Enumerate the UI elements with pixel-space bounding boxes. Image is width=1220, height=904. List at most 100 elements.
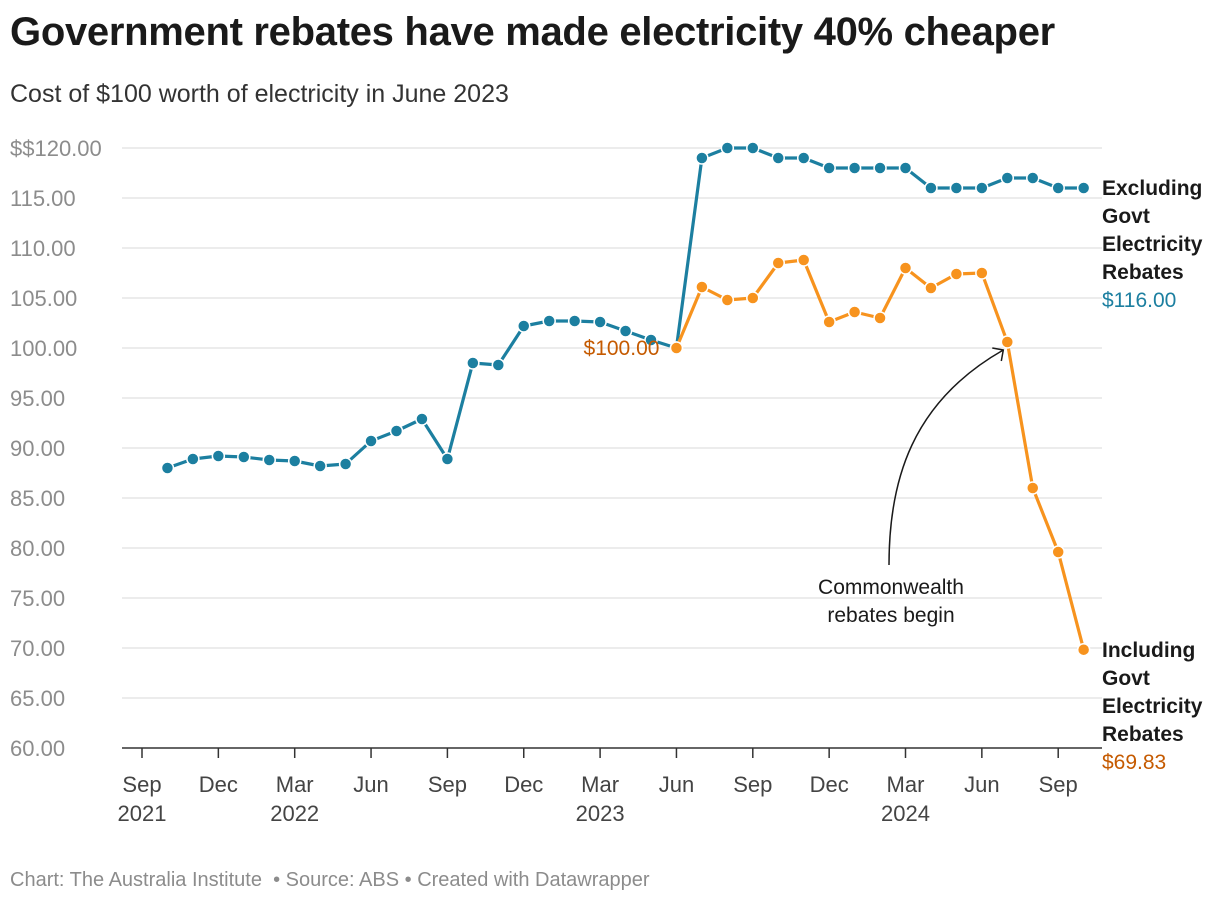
annotation-text: rebates begin (827, 604, 954, 627)
data-point (746, 141, 760, 155)
series-name-line: Including (1102, 639, 1195, 662)
data-point (211, 449, 226, 463)
series-name-line: Excluding (1102, 177, 1202, 200)
rebates-annotation: Commonwealth rebates begin (818, 347, 1005, 627)
data-point (618, 324, 633, 338)
annotation-arrow (888, 349, 1004, 566)
data-point (389, 424, 404, 438)
data-point (415, 412, 429, 426)
data-point (669, 341, 684, 355)
data-point (822, 161, 836, 175)
data-point (440, 452, 455, 466)
series-name-line: Electricity (1102, 233, 1203, 256)
data-point (160, 461, 175, 475)
data-point (593, 315, 607, 329)
data-point (771, 256, 785, 270)
x-tick-year: 2022 (270, 801, 319, 826)
data-point (1026, 171, 1040, 185)
annotation-text: Commonwealth (818, 576, 964, 599)
series-end-value: $69.83 (1102, 751, 1166, 774)
data-point (186, 452, 200, 466)
data-point (822, 315, 836, 329)
data-point (975, 181, 989, 195)
data-point (491, 358, 506, 372)
footer-source: Source: ABS (285, 869, 400, 891)
series-name-line: Rebates (1102, 723, 1184, 746)
data-point (1051, 181, 1065, 195)
data-point (898, 161, 913, 175)
data-point (1076, 642, 1091, 657)
x-tick-label: Sep (1039, 772, 1078, 797)
series-name-line: Govt (1102, 667, 1150, 690)
data-point (847, 305, 862, 319)
line-chart: $$120.00 115.00 110.00 105.00 100.00 95.00 90.… (10, 136, 1203, 826)
x-tick-label: Dec (504, 772, 543, 797)
chart-title: Government rebates have made electricity… (10, 10, 1055, 54)
x-tick-label: Jun (659, 772, 694, 797)
baseline-value-label: $100.00 (584, 337, 660, 360)
footer-credit: Chart: The Australia Institute (10, 869, 262, 891)
data-point (898, 261, 913, 275)
series-including-rebates-label: Including Govt Electricity Rebates $69.83 (1102, 639, 1203, 774)
data-point (1051, 545, 1065, 559)
data-point (567, 314, 582, 328)
x-tick-label: Jun (353, 772, 388, 797)
data-point (313, 459, 327, 473)
y-tick-label: 100.00 (10, 336, 77, 361)
data-point (873, 161, 887, 175)
series-name-line: Rebates (1102, 261, 1184, 284)
data-point (746, 291, 760, 305)
y-tick-label: $$120.00 (10, 136, 102, 161)
x-tick-label: Sep (428, 772, 467, 797)
data-point (466, 356, 480, 370)
x-tick-label: Jun (964, 772, 999, 797)
x-tick-label: Mar (887, 772, 925, 797)
x-tick-label: Mar (581, 772, 619, 797)
y-tick-label: 80.00 (10, 536, 65, 561)
y-tick-label: 75.00 (10, 586, 65, 611)
x-tick-label: Dec (199, 772, 238, 797)
data-point (287, 454, 302, 468)
x-tick-label: Mar (276, 772, 314, 797)
data-point (796, 253, 811, 267)
data-point (1026, 481, 1040, 495)
data-point (771, 151, 785, 165)
series-lines (160, 141, 1091, 657)
data-point (542, 314, 556, 328)
data-point (796, 151, 811, 165)
footer: Chart: The Australia Institute • Source:… (10, 869, 650, 891)
series-name-line: Electricity (1102, 695, 1203, 718)
series-name-line: Govt (1102, 205, 1150, 228)
x-tick-label: Sep (733, 772, 772, 797)
series-end-value: $116.00 (1102, 289, 1176, 312)
data-point (924, 181, 938, 195)
data-point (847, 161, 862, 175)
data-point (364, 434, 378, 448)
y-tick-label: 105.00 (10, 286, 77, 311)
data-point (695, 151, 709, 165)
data-point (924, 281, 938, 295)
data-point (1000, 171, 1015, 185)
data-point (949, 267, 964, 281)
y-tick-label: 95.00 (10, 386, 65, 411)
data-point (644, 333, 658, 347)
gridlines (122, 147, 1102, 749)
y-tick-label: 60.00 (10, 736, 65, 761)
data-point (1076, 181, 1091, 195)
y-tick-label: 90.00 (10, 436, 65, 461)
data-point (1000, 335, 1015, 349)
y-axis-ticks: $$120.00 115.00 110.00 105.00 100.00 95.00 90.… (10, 136, 102, 761)
data-point (338, 457, 353, 471)
x-tick-label: Sep (122, 772, 161, 797)
y-tick-label: 110.00 (10, 236, 76, 261)
series-excluding-rebates-label: Excluding Govt Electricity Rebates $116.00 (1102, 177, 1203, 312)
x-tick-year: 2023 (576, 801, 625, 826)
data-point (517, 319, 531, 333)
data-point (720, 141, 735, 155)
x-tick-year: 2024 (881, 801, 930, 826)
data-point (695, 280, 709, 294)
data-point (262, 453, 276, 467)
series-including-rebates (669, 253, 1091, 657)
annotation-arrowhead (992, 347, 1005, 362)
series-labels: Excluding Govt Electricity Rebates $116.00 In… (1102, 177, 1203, 774)
